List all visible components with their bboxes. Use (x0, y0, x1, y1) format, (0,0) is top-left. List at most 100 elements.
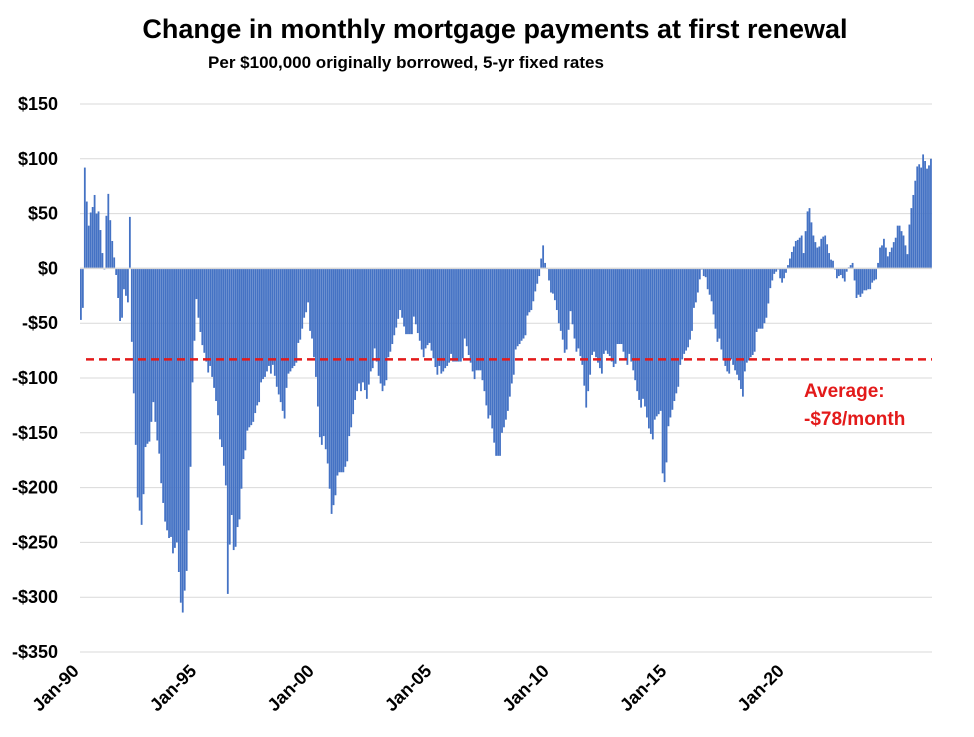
bar (851, 262, 854, 269)
bar (477, 268, 480, 371)
bar (369, 268, 372, 372)
bar (624, 268, 627, 361)
bar (164, 268, 167, 522)
bar (612, 268, 615, 368)
bar (461, 268, 464, 359)
y-tick-label: -$350 (12, 642, 58, 662)
bar (356, 268, 358, 392)
bar (493, 268, 496, 443)
bar (608, 268, 611, 357)
y-tick-label: $150 (18, 94, 58, 114)
bar (830, 259, 832, 269)
bar (595, 268, 597, 358)
bar (552, 268, 554, 294)
bar (604, 268, 607, 351)
bar (573, 268, 576, 339)
bar (342, 268, 345, 473)
bar (93, 194, 96, 269)
bar (853, 268, 856, 281)
bar (340, 268, 343, 473)
bar (117, 268, 120, 298)
bar (728, 268, 731, 374)
bar (428, 268, 431, 343)
bar (710, 268, 713, 302)
bar (544, 262, 546, 269)
bar (299, 268, 302, 340)
bar (769, 268, 772, 289)
bar (379, 268, 382, 384)
bar (859, 268, 862, 297)
bar (675, 268, 678, 394)
bar (888, 251, 891, 269)
bar (489, 268, 492, 416)
bar (364, 268, 366, 391)
bar (138, 268, 141, 511)
bar (264, 268, 266, 377)
bar (559, 268, 562, 331)
bar (89, 212, 92, 269)
bar (183, 268, 186, 591)
bar (168, 268, 170, 539)
bar (385, 268, 388, 381)
bar (904, 245, 907, 269)
bar (271, 268, 274, 365)
bar (123, 268, 125, 290)
bar (761, 268, 764, 329)
bar (745, 268, 748, 363)
bar (753, 268, 756, 352)
bar (597, 268, 599, 363)
y-tick-label: -$300 (12, 587, 58, 607)
bar (156, 268, 159, 441)
bar (875, 268, 877, 280)
bar (416, 268, 419, 334)
bar (648, 268, 650, 429)
bar (142, 268, 145, 495)
bar (228, 268, 231, 545)
bar (806, 211, 809, 269)
bar (673, 268, 676, 402)
bar (154, 268, 157, 422)
bar (589, 268, 592, 375)
bar (790, 251, 793, 269)
bar (111, 241, 114, 269)
bar (693, 268, 695, 308)
y-axis-tick-labels: $150 $100 $50 $0 -$50 -$100 -$150 -$200 -$250 -$3… (12, 94, 58, 662)
bar (195, 268, 198, 300)
y-tick-label: -$100 (12, 368, 58, 388)
bar (767, 268, 770, 304)
y-tick-label: -$200 (12, 478, 58, 498)
bar (591, 268, 593, 355)
bar (734, 268, 736, 371)
bar (358, 268, 360, 384)
bar (432, 268, 435, 359)
bar (614, 268, 617, 364)
chart-title: Change in monthly mortgage payments at f… (142, 14, 848, 44)
bar (238, 268, 241, 520)
bar (696, 268, 699, 293)
bar (542, 245, 545, 269)
bar (867, 268, 870, 290)
bar (677, 268, 680, 387)
bar (787, 265, 789, 269)
bar (158, 268, 161, 454)
bar (800, 235, 803, 269)
y-tick-label: $50 (28, 204, 58, 224)
bar (796, 239, 799, 269)
bar (424, 268, 427, 349)
bar (305, 268, 308, 313)
bar (367, 268, 370, 385)
bar (134, 268, 137, 445)
bar (646, 268, 648, 418)
bar (175, 268, 178, 543)
bar (638, 268, 641, 400)
bar (863, 268, 866, 291)
bar (262, 268, 264, 380)
bar (832, 260, 834, 269)
bar (127, 268, 129, 303)
bar (313, 268, 315, 358)
x-axis-tick-labels: Jan-90 Jan-95 Jan-00 Jan-05 Jan-10 Jan-15 Jan-… (28, 661, 788, 715)
bar (849, 265, 852, 269)
bar (146, 268, 149, 444)
bar (395, 268, 398, 328)
bar (575, 268, 578, 352)
